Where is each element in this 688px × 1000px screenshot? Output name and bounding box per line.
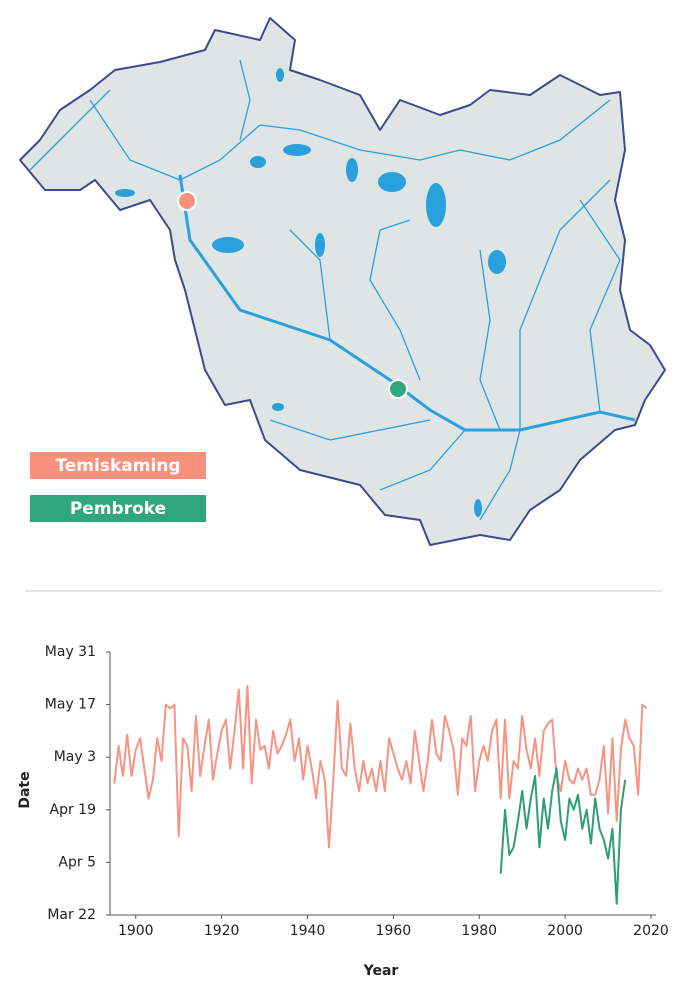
main-river xyxy=(178,174,636,432)
lake xyxy=(272,403,284,411)
lake xyxy=(212,237,244,253)
lake xyxy=(250,156,266,168)
river xyxy=(579,199,621,413)
y-tick-label: May 3 xyxy=(54,749,96,765)
y-tick-label: Apr 5 xyxy=(58,854,96,870)
x-tick-label: 2020 xyxy=(633,923,669,939)
lake xyxy=(346,158,358,182)
lake xyxy=(283,144,311,156)
lake xyxy=(426,183,446,227)
legend-box xyxy=(30,452,206,479)
x-tick-label: 1900 xyxy=(118,923,154,939)
rivers xyxy=(29,59,636,521)
y-tick-label: Mar 22 xyxy=(47,907,96,923)
river xyxy=(379,429,466,491)
station-marker xyxy=(388,379,408,399)
lake xyxy=(315,233,325,257)
river xyxy=(519,179,611,430)
river xyxy=(479,249,501,431)
river xyxy=(289,229,331,341)
river xyxy=(479,429,521,521)
x-axis-title: Year xyxy=(363,963,399,979)
river xyxy=(29,89,111,171)
station-marker xyxy=(177,191,197,211)
watershed-map: Temiskaming Pembroke xyxy=(19,17,666,546)
lake xyxy=(474,499,482,517)
lake xyxy=(378,172,406,192)
y-tick-label: Apr 19 xyxy=(50,802,96,818)
river xyxy=(89,99,611,181)
x-tick-label: 1940 xyxy=(290,923,326,939)
watershed-outline xyxy=(19,17,666,546)
legend-label: Temiskaming xyxy=(55,456,180,476)
lakes xyxy=(115,68,506,517)
legend-label: Pembroke xyxy=(70,499,166,519)
lake xyxy=(276,68,284,82)
river xyxy=(269,419,431,441)
river xyxy=(369,219,421,381)
lake xyxy=(115,189,135,197)
x-tick-label: 1960 xyxy=(376,923,412,939)
y-axis-title: Date xyxy=(17,771,33,808)
x-tick-label: 1920 xyxy=(204,923,240,939)
legend-box xyxy=(30,495,206,522)
x-tick-label: 1980 xyxy=(461,923,497,939)
y-tick-label: May 17 xyxy=(45,697,96,713)
y-tick-label: May 31 xyxy=(45,644,96,660)
river xyxy=(239,59,251,141)
series-line xyxy=(499,767,627,905)
x-tick-label: 2000 xyxy=(547,923,583,939)
lake xyxy=(488,250,506,274)
